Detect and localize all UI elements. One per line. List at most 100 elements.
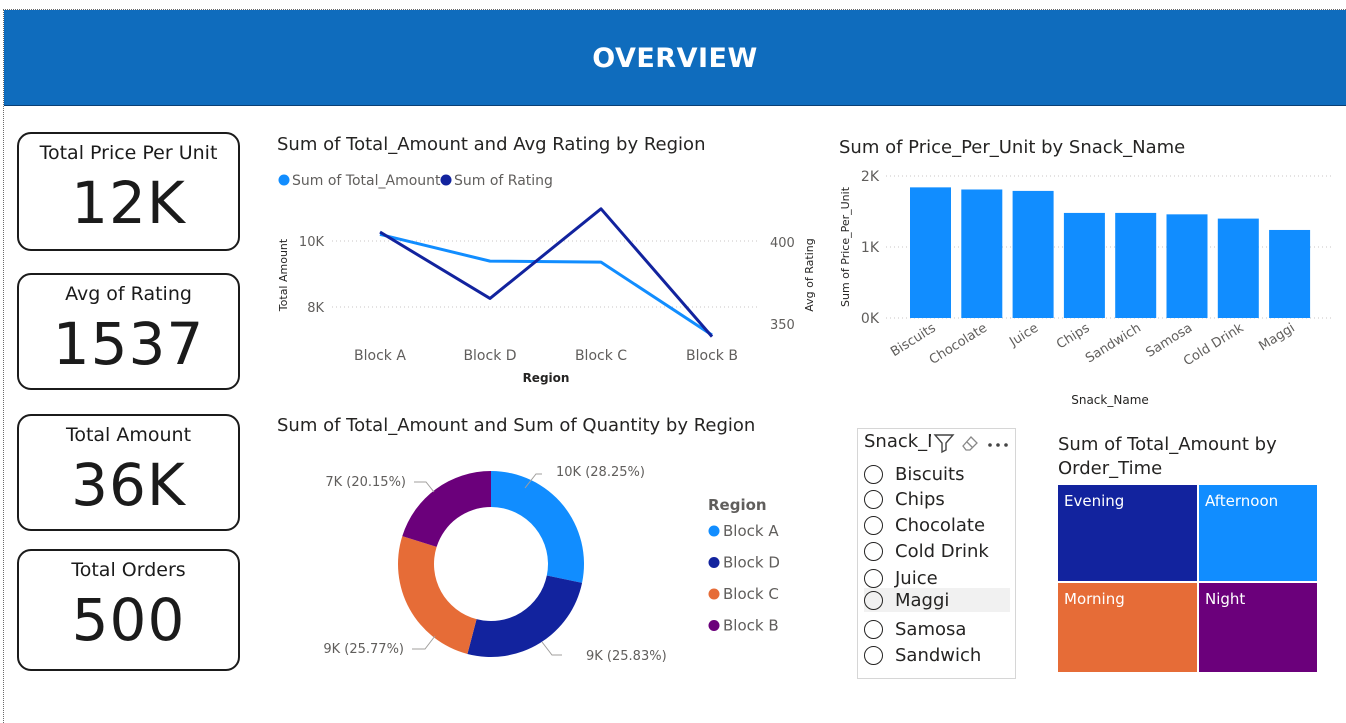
radio-button[interactable] (864, 464, 883, 484)
radio-button[interactable] (864, 515, 883, 535)
snack-name-slicer[interactable]: Snack_Name Biscuits Chips Chocolate Cold… (857, 428, 1016, 679)
donut-slice-block-d[interactable] (467, 575, 583, 657)
page-border (3, 9, 1346, 723)
legend-label: Block D (723, 554, 780, 572)
legend-label: Block A (723, 522, 779, 540)
treemap-label: Afternoon (1205, 492, 1279, 510)
kpi-label: Total Price Per Unit (39, 142, 218, 164)
bar-juice[interactable] (1012, 190, 1054, 318)
filter-icon[interactable] (933, 432, 955, 454)
kpi-value: 500 (71, 586, 186, 654)
radio-button[interactable] (864, 568, 883, 588)
leader-line (524, 473, 542, 489)
data-label: 7K (20.15%) (325, 475, 406, 490)
slicer-item-label: Maggi (895, 589, 950, 611)
slicer-item-cold-drink[interactable]: Cold Drink (864, 539, 1010, 563)
x-tick-label: Chocolate (927, 321, 990, 368)
slicer-item-label: Sandwich (895, 644, 982, 666)
legend-marker (708, 525, 720, 537)
slicer-header-icons (931, 432, 1011, 454)
x-tick-label: Chips (1054, 321, 1093, 353)
slicer-item-sandwich[interactable]: Sandwich (864, 643, 1010, 667)
treemap-title-line2: Order_Time (1058, 458, 1163, 479)
slicer-item-label: Biscuits (895, 463, 965, 485)
radio-button[interactable] (864, 645, 883, 665)
treemap-title: Sum of Total_Amount by Order_Time (1058, 433, 1277, 481)
kpi-label: Total Orders (71, 559, 186, 581)
treemap-cell-night[interactable]: Night (1198, 582, 1318, 673)
y2-tick-label: 350 (770, 318, 795, 333)
slicer-item-juice[interactable]: Juice (864, 566, 1010, 590)
y-axis-title: Sum of Price_Per_Unit (839, 186, 852, 307)
x-tick-label: Sandwich (1083, 321, 1144, 367)
eraser-icon[interactable] (959, 432, 981, 454)
x-tick-label: Block D (463, 348, 516, 364)
slicer-item-samosa[interactable]: Samosa (864, 617, 1010, 641)
kpi-value: 1537 (52, 310, 205, 378)
kpi-label: Avg of Rating (65, 283, 192, 305)
kpi-value: 36K (71, 451, 186, 519)
radio-button[interactable] (864, 619, 883, 639)
y-axis-title: Total Amount (277, 238, 290, 312)
kpi-card-total-orders[interactable]: Total Orders 500 (17, 549, 240, 671)
line-chart-title: Sum of Total_Amount and Avg Rating by Re… (277, 134, 706, 155)
legend-marker-rating (440, 174, 452, 186)
bar-biscuits[interactable] (910, 187, 951, 318)
radio-button[interactable] (864, 489, 883, 509)
slicer-item-chocolate[interactable]: Chocolate (864, 513, 1010, 537)
series-line-rating[interactable] (379, 207, 714, 338)
leader-line (541, 641, 562, 656)
x-tick-label: Block A (354, 348, 406, 364)
legend-label-rating: Sum of Rating (454, 173, 553, 189)
legend-label-total-amount: Sum of Total_Amount (292, 173, 441, 189)
legend-marker-total-amount (278, 174, 290, 186)
bar-cold-drink[interactable] (1217, 218, 1259, 318)
bar-maggi[interactable] (1269, 229, 1311, 318)
bar-chips[interactable] (1063, 212, 1105, 318)
kpi-card-avg-rating[interactable]: Avg of Rating 1537 (17, 273, 240, 390)
page-title: OVERVIEW (592, 43, 758, 74)
slicer-item-maggi[interactable]: Maggi (864, 588, 1010, 612)
legend-label: Block B (723, 617, 779, 635)
treemap-label: Evening (1064, 492, 1125, 510)
kpi-card-total-amount[interactable]: Total Amount 36K (17, 414, 240, 531)
legend-title: Region (708, 496, 767, 514)
y2-tick-label: 400 (770, 236, 795, 251)
treemap-cell-afternoon[interactable]: Afternoon (1198, 484, 1318, 582)
donut-slice-block-b[interactable] (402, 471, 491, 547)
header-banner: OVERVIEW (4, 10, 1346, 106)
legend-marker (708, 588, 720, 600)
treemap-title-line1: Sum of Total_Amount by (1058, 434, 1277, 455)
x-axis-title: Snack_Name (1071, 393, 1149, 407)
bar-chart-title: Sum of Price_Per_Unit by Snack_Name (839, 137, 1186, 158)
y-tick-label: 10K (299, 235, 325, 250)
legend-label: Block C (723, 585, 779, 603)
line-chart[interactable]: Sum of Total_Amount Sum of Rating 10K 8K 400… (270, 160, 830, 400)
donut-slice-block-c[interactable] (398, 536, 477, 654)
y-tick-label: 8K (307, 301, 324, 316)
kpi-card-total-price[interactable]: Total Price Per Unit 12K (17, 132, 240, 251)
slicer-item-chips[interactable]: Chips (864, 487, 1010, 511)
radio-button[interactable] (864, 590, 883, 610)
treemap-cell-morning[interactable]: Morning (1057, 582, 1198, 673)
treemap-cell-evening[interactable]: Evening (1057, 484, 1198, 582)
more-options-icon[interactable] (985, 432, 1011, 454)
data-label: 10K (28.25%) (556, 465, 645, 480)
donut-slice-block-a[interactable] (491, 471, 584, 583)
bar-chocolate[interactable] (961, 189, 1003, 318)
radio-button[interactable] (864, 541, 883, 561)
donut-chart[interactable]: 10K (28.25%) 9K (25.83%) 9K (25.77%) 7K (20… (300, 450, 820, 680)
bar-sandwich[interactable] (1115, 212, 1157, 318)
slicer-item-label: Samosa (895, 618, 967, 640)
bar-samosa[interactable] (1166, 214, 1208, 318)
legend-marker (708, 620, 720, 631)
legend-marker (708, 557, 720, 568)
slicer-item-label: Chips (895, 488, 945, 510)
series-line-total-amount[interactable] (379, 232, 713, 337)
leader-line (412, 635, 436, 650)
x-tick-label: Block C (575, 348, 627, 364)
slicer-item-biscuits[interactable]: Biscuits (864, 462, 1010, 486)
kpi-value: 12K (71, 169, 186, 237)
kpi-label: Total Amount (65, 424, 192, 446)
